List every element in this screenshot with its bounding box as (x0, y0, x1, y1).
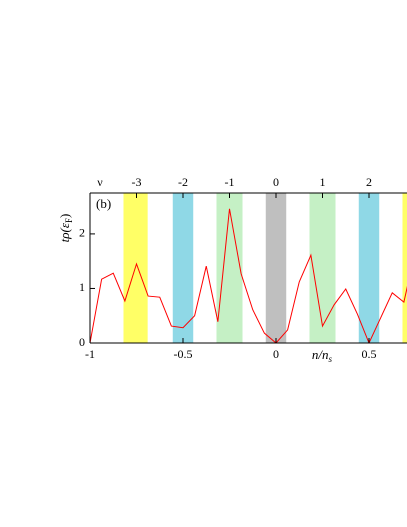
data-line (90, 208, 407, 343)
x-label-main: n/n (312, 347, 329, 362)
x2-tick-label: 0 (273, 175, 279, 189)
band (216, 193, 243, 343)
band (358, 193, 380, 343)
x-tick-label: 0.5 (362, 347, 377, 361)
lines (90, 208, 407, 343)
x2-tick-label: 1 (320, 175, 326, 189)
x2-tick-label: -3 (132, 175, 142, 189)
x-tick-label: -1 (85, 347, 95, 361)
band (309, 193, 336, 343)
x-label: n/ns (312, 347, 333, 364)
y-tick-label: 2 (79, 226, 85, 240)
x2-tick-label: -2 (178, 175, 188, 189)
y-label-sub: F (64, 218, 74, 223)
annotation: (b) (96, 196, 111, 211)
x2-label: ν (97, 175, 103, 189)
y-tick-label: 0 (79, 335, 85, 349)
x2-tick-label: -1 (225, 175, 235, 189)
band (265, 193, 287, 343)
x-tick-label: -0.5 (174, 347, 193, 361)
x2-tick-label: 2 (366, 175, 372, 189)
y-label: tρ(εF) (57, 214, 74, 243)
y-label-main: tρ(ε (57, 222, 72, 242)
x-label-sub: s (329, 354, 333, 364)
bands (123, 193, 407, 343)
band (402, 193, 407, 343)
y-tick-label: 1 (79, 280, 85, 294)
y-label-end: ) (57, 214, 72, 218)
x-tick-label: 0 (273, 347, 279, 361)
band (172, 193, 194, 343)
